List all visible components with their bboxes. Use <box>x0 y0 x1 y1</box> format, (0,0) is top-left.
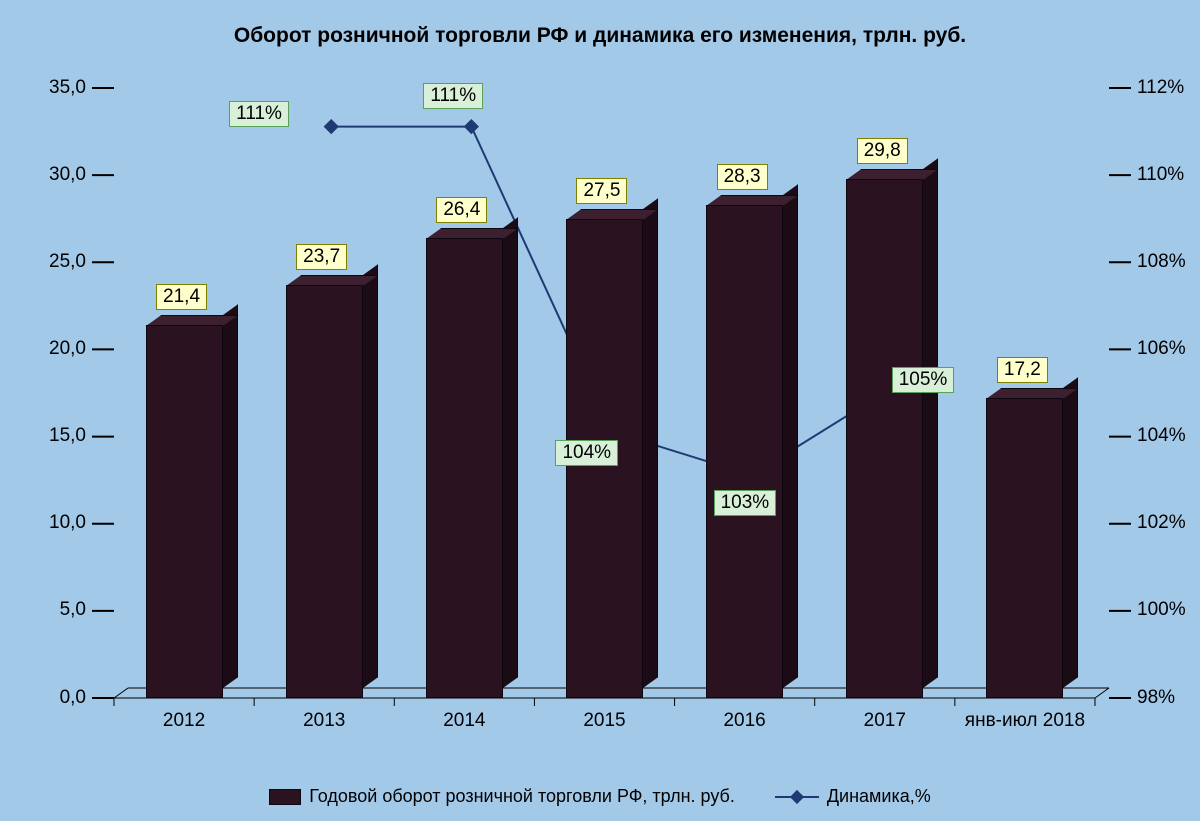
bar-value-label: 28,3 <box>717 164 768 190</box>
bar-side <box>1063 378 1078 688</box>
line-value-label: 111% <box>229 101 289 127</box>
legend-bar-label: Годовой оборот розничной торговли РФ, тр… <box>309 786 735 807</box>
y-left-tick-label: 15,0 <box>49 425 86 447</box>
bar <box>986 398 1063 698</box>
y-left-tick-label: 35,0 <box>49 77 86 99</box>
legend-diamond-icon <box>790 789 804 803</box>
bar-value-label: 17,2 <box>997 357 1048 383</box>
bar-side <box>923 158 938 688</box>
line-value-label: 103% <box>714 490 777 516</box>
legend-line-label: Динамика,% <box>827 786 931 807</box>
y-right-tick-label: 108% <box>1137 251 1186 273</box>
y-right-tick-label: 102% <box>1137 512 1186 534</box>
bar-value-label: 26,4 <box>436 197 487 223</box>
y-left-tick-label: 25,0 <box>49 251 86 273</box>
y-right-tick-label: 112% <box>1137 77 1184 99</box>
x-tick-label: 2014 <box>398 710 531 732</box>
y-left-tick-label: 20,0 <box>49 338 86 360</box>
legend-line-swatch <box>775 796 819 798</box>
y-left-tick-label: 30,0 <box>49 164 86 186</box>
line-value-label: 105% <box>892 367 955 393</box>
x-tick-label: 2012 <box>118 710 251 732</box>
legend: Годовой оборот розничной торговли РФ, тр… <box>0 786 1200 807</box>
y-right-tick-label: 110% <box>1137 164 1184 186</box>
legend-item-bars: Годовой оборот розничной торговли РФ, тр… <box>269 786 735 807</box>
y-left-tick-label: 0,0 <box>60 687 86 709</box>
bar-side <box>783 184 798 688</box>
y-left-tick-label: 10,0 <box>49 512 86 534</box>
bar-value-label: 29,8 <box>857 138 908 164</box>
y-right-tick-label: 106% <box>1137 338 1186 360</box>
bar-side <box>363 264 378 688</box>
bar-side <box>643 198 658 688</box>
y-right-tick-label: 104% <box>1137 425 1186 447</box>
line-value-label: 104% <box>555 440 618 466</box>
x-tick-label: янв-июл 2018 <box>958 710 1091 732</box>
bar-side <box>223 304 238 688</box>
bar-side <box>503 217 518 688</box>
x-tick-label: 2013 <box>258 710 391 732</box>
x-tick-label: 2017 <box>818 710 951 732</box>
line-value-label: 111% <box>423 83 483 109</box>
legend-bar-swatch <box>269 789 301 805</box>
bar <box>146 325 223 698</box>
x-tick-label: 2016 <box>678 710 811 732</box>
bar-value-label: 27,5 <box>576 178 627 204</box>
y-left-tick-label: 5,0 <box>60 599 86 621</box>
chart-title: Оборот розничной торговли РФ и динамика … <box>0 24 1200 48</box>
retail-turnover-chart: Оборот розничной торговли РФ и динамика … <box>0 0 1200 821</box>
y-right-tick-label: 100% <box>1137 599 1186 621</box>
bar-value-label: 23,7 <box>296 244 347 270</box>
bar <box>426 238 503 698</box>
y-right-tick-label: 98% <box>1137 687 1175 709</box>
legend-item-line: Динамика,% <box>775 786 931 807</box>
bar <box>286 285 363 698</box>
bar <box>846 179 923 698</box>
bar <box>706 205 783 698</box>
x-tick-label: 2015 <box>538 710 671 732</box>
bar-value-label: 21,4 <box>156 284 207 310</box>
